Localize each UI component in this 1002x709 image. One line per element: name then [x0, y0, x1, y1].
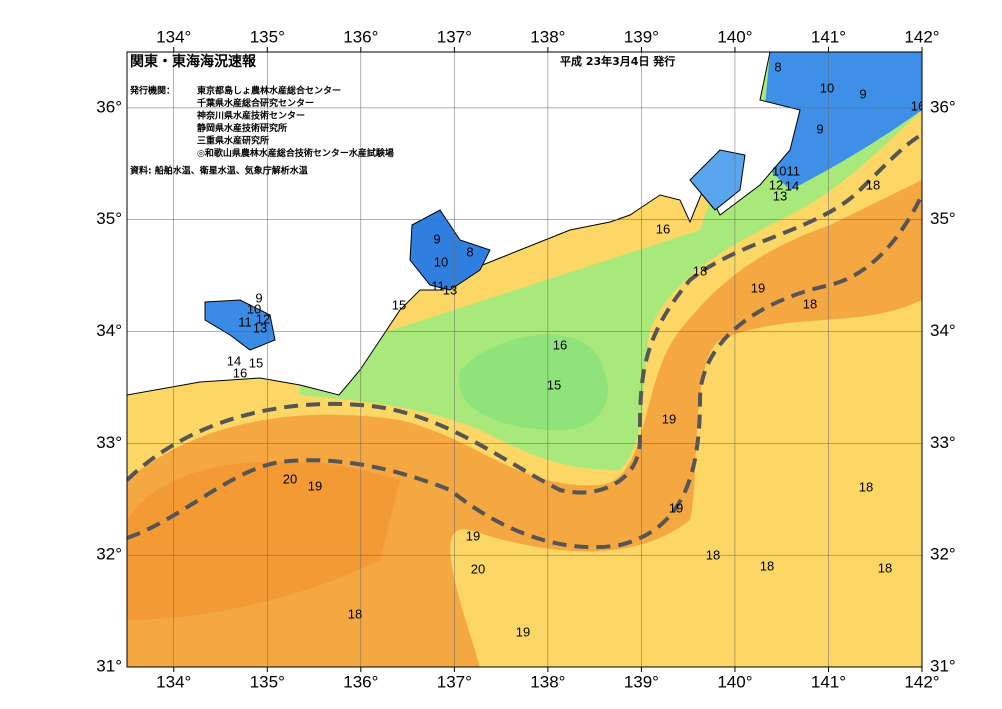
lat-label-right: 33° [930, 433, 956, 452]
contour-label: 10 [820, 80, 834, 95]
contour-label: 16 [656, 221, 670, 236]
contour-label: 18 [859, 479, 873, 494]
lon-label-top: 136° [343, 27, 378, 46]
lon-label-bottom: 141° [811, 672, 846, 691]
lon-label-bottom: 136° [343, 672, 378, 691]
cold-eddy [458, 334, 608, 430]
contour-label: 19 [308, 478, 322, 493]
issuers-label: 発行機関： [129, 85, 175, 97]
lat-label-left: 36° [96, 97, 122, 116]
lon-label-top: 141° [811, 27, 846, 46]
contour-label: 9 [433, 231, 440, 246]
contour-label: 13 [773, 188, 787, 203]
issuers: 東京都島しょ農林水産総合センター千葉県水産総合研究センター神奈川県水産技術センタ… [197, 85, 394, 160]
source-note: 資料: 船舶水温、衛星水温、気象庁解析水温 [130, 165, 308, 177]
lat-label-right: 35° [930, 209, 956, 228]
lon-label-top: 135° [250, 27, 285, 46]
issue-date: 平成 23年3月4日 発行 [560, 54, 675, 68]
contour-label: 15 [249, 355, 263, 370]
contour-label: 16 [233, 365, 247, 380]
kuroshio-south-edge [127, 194, 922, 550]
lon-label-bottom: 139° [624, 672, 659, 691]
contour-label: 10 [247, 301, 261, 316]
issuer: 三重県水産研究所 [197, 135, 269, 147]
tokyo-bay [689, 149, 746, 211]
contour-label: 8 [466, 244, 473, 259]
lon-label-top: 138° [530, 27, 565, 46]
contour-label: 14 [785, 178, 799, 193]
contour-label: 10 [434, 254, 448, 269]
lon-label-bottom: 134° [156, 672, 191, 691]
contour-label: 19 [669, 500, 683, 515]
lon-label-bottom: 142° [904, 672, 939, 691]
lon-label-bottom: 138° [530, 672, 565, 691]
contour-label: 20 [283, 471, 297, 486]
contour-label: 13 [253, 320, 267, 335]
map-title: 関東・東海海況速報 [130, 53, 257, 70]
contour-label: 18 [866, 177, 880, 192]
contour-label: 8 [774, 59, 781, 74]
lon-label-bottom: 137° [437, 672, 472, 691]
osaka-bay [204, 299, 276, 351]
lon-label-top: 140° [717, 27, 752, 46]
land [127, 52, 801, 396]
contour-label: 15 [392, 297, 406, 312]
lat-label-left: 35° [96, 209, 122, 228]
contour-label: 12 [256, 311, 270, 326]
axes: 134° 134° 135° 135° 136° 136° 137° 137° 138° 138°… [96, 27, 955, 691]
graticule [127, 52, 922, 667]
ise-bay [409, 209, 491, 291]
lon-label-bottom: 140° [717, 672, 752, 691]
contour-label: 18 [760, 558, 774, 573]
contour-label: 18 [803, 296, 817, 311]
oyashio-water [760, 52, 922, 190]
contour-label: 1011 [772, 163, 800, 178]
contour-label: 19 [662, 411, 676, 426]
issuer: 東京都島しょ農林水産総合センター [197, 85, 341, 97]
issuer: 神奈川県水産技術センター [197, 110, 305, 122]
contour-label: 19 [751, 280, 765, 295]
contour-label: 11 [238, 314, 252, 329]
lon-label-top: 137° [437, 27, 472, 46]
contour-label: 14 [227, 353, 241, 368]
contour-label: 13 [443, 282, 457, 297]
lat-label-left: 34° [96, 321, 122, 340]
contour-label: 12 [769, 177, 783, 192]
issuer: 静岡県水産技術研究所 [197, 122, 287, 134]
lon-label-top: 134° [156, 27, 191, 46]
lon-label-top: 139° [624, 27, 659, 46]
contour-label: 20 [471, 561, 485, 576]
contour-label: 19 [516, 624, 530, 639]
lat-label-right: 34° [930, 321, 956, 340]
contour-label: 11 [431, 278, 445, 293]
contour-label: 16 [911, 98, 925, 113]
lat-label-right: 36° [930, 97, 956, 116]
contour-label: 18 [878, 560, 892, 575]
contour-label: 9 [859, 86, 866, 101]
contour-label: 16 [553, 337, 567, 352]
contour-label: 9 [255, 290, 262, 305]
contour-label: 15 [547, 377, 561, 392]
lat-label-right: 32° [930, 545, 956, 564]
lon-label-top: 142° [904, 27, 939, 46]
lat-label-right: 31° [930, 656, 956, 675]
lat-label-left: 31° [96, 656, 122, 675]
contour-label: 18 [706, 547, 720, 562]
issuer: 千葉県水産総合研究センター [197, 97, 314, 109]
lon-label-bottom: 135° [250, 672, 285, 691]
lat-label-left: 32° [96, 545, 122, 564]
contour-label: 18 [693, 263, 707, 278]
contour-label: 18 [348, 606, 362, 621]
issuer: ◎和歌山県農林水産総合技術センター水産試験場 [197, 147, 394, 159]
kuroshio-north-edge [127, 133, 922, 495]
map-frame [126, 51, 923, 668]
lat-label-left: 33° [96, 433, 122, 452]
contour-label: 19 [466, 528, 480, 543]
contour-label: 9 [816, 121, 823, 136]
